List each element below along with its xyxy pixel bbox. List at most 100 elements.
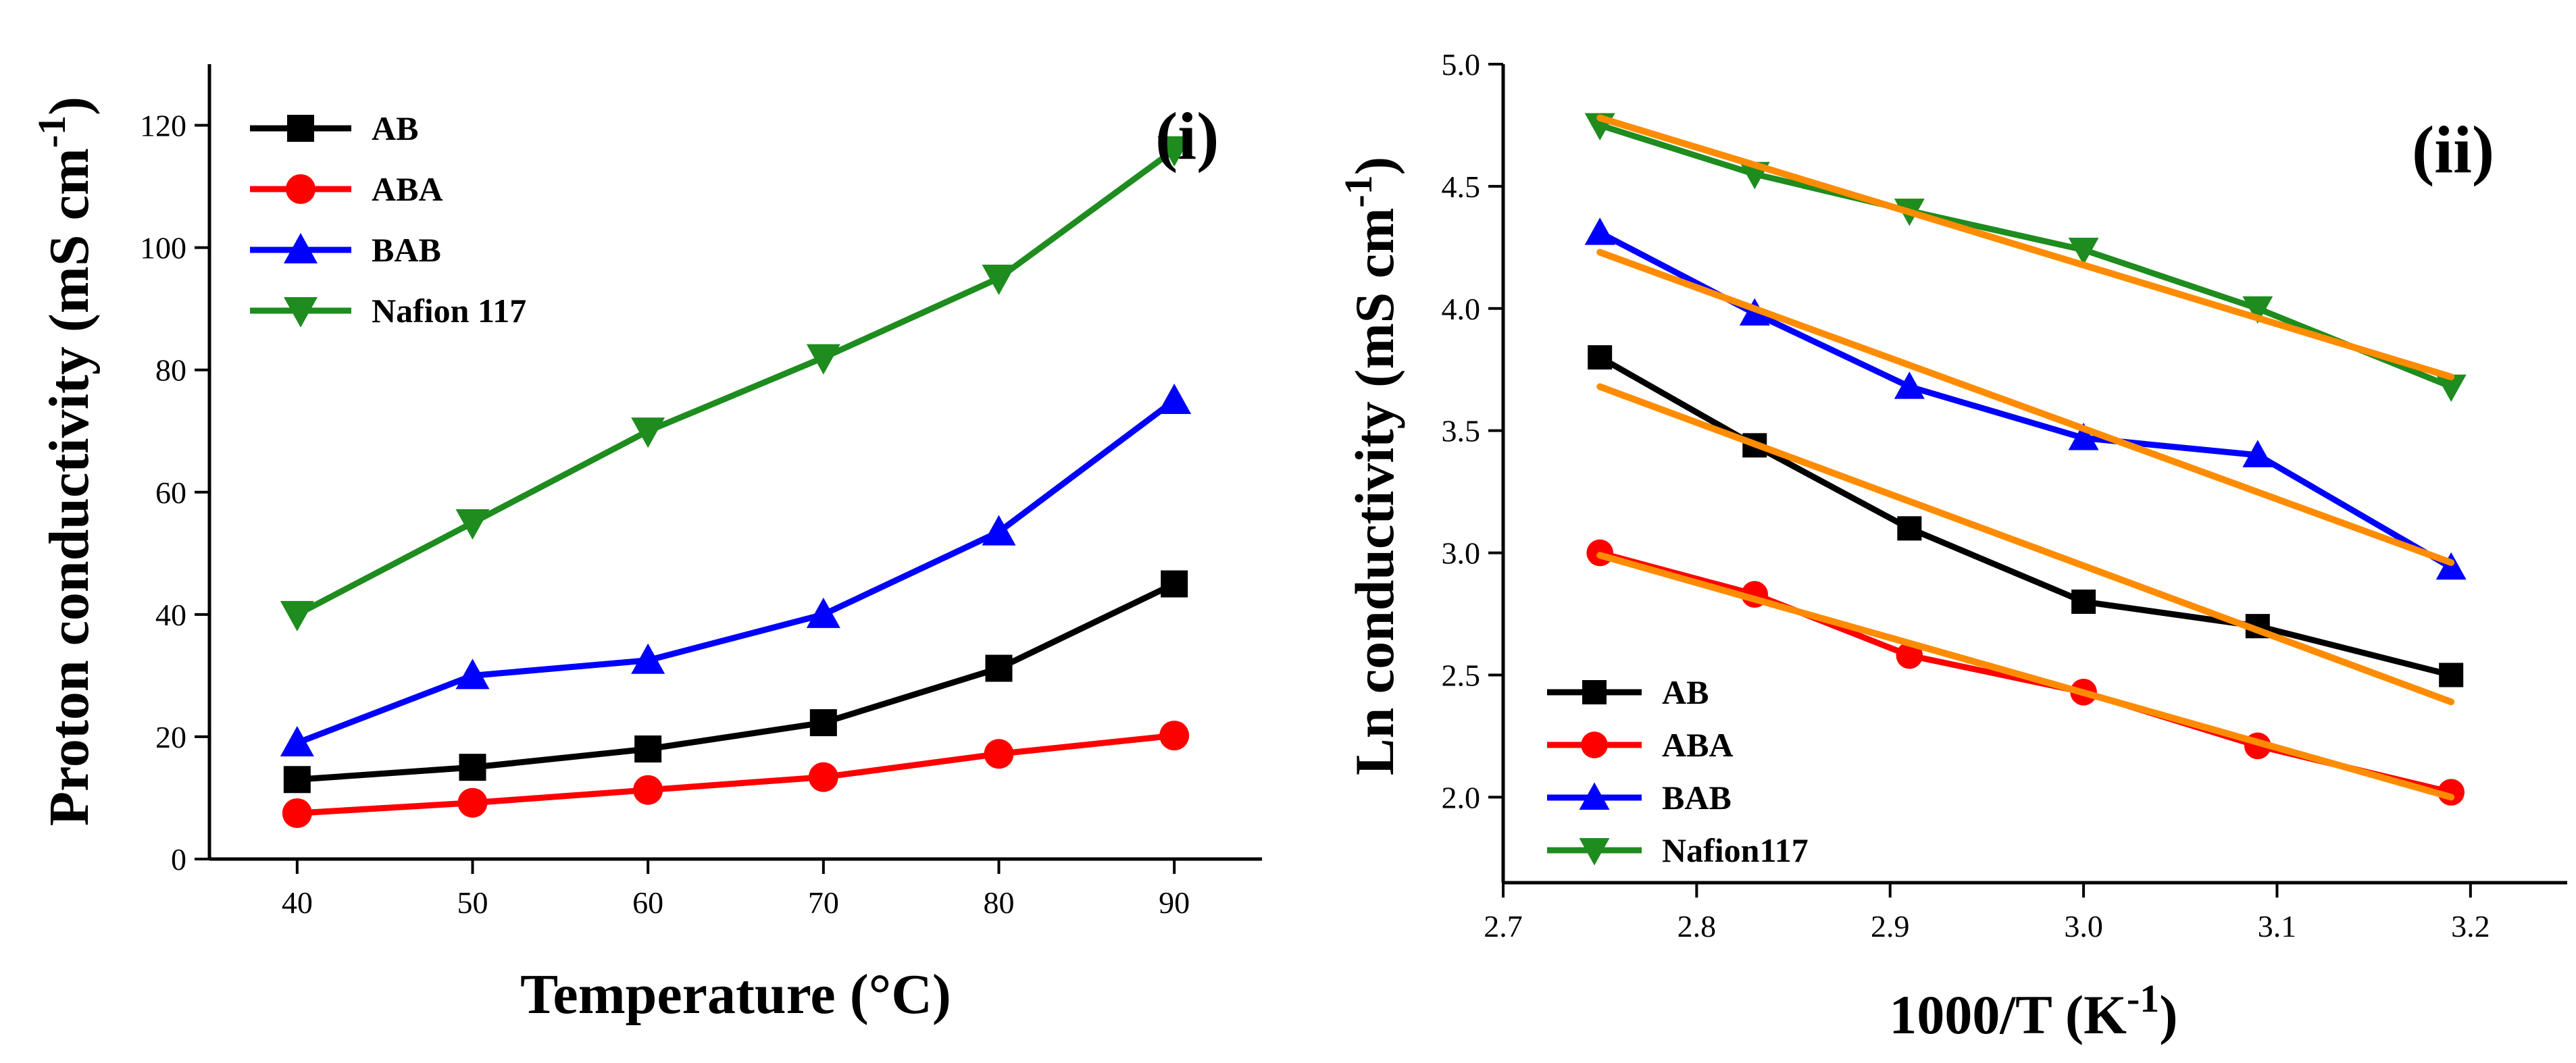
x-tick-label: 2.8 <box>1677 909 1717 943</box>
data-point <box>2438 779 2465 806</box>
fit-line-ab <box>1596 383 2455 706</box>
data-point <box>1157 383 1192 414</box>
legend-marker <box>1579 838 1610 866</box>
data-point <box>982 264 1016 295</box>
series-group <box>280 136 1192 829</box>
data-point <box>282 798 312 829</box>
y-axis-label: Proton conductivity (mS cm-1) <box>30 97 101 826</box>
x-tick-label: 70 <box>808 885 839 920</box>
series-line-ab <box>297 581 1176 783</box>
data-point <box>1157 136 1192 167</box>
data-point <box>459 754 486 781</box>
x-tick-label: 2.7 <box>1484 909 1523 943</box>
x-tick-label: 2.9 <box>1871 909 1910 943</box>
legend-marker <box>1581 731 1608 758</box>
legend-label-aba: ABA <box>1662 726 1734 764</box>
data-point <box>2068 423 2099 450</box>
data-point <box>455 658 490 690</box>
data-point <box>457 787 488 818</box>
fit-lines <box>1596 114 2455 801</box>
data-point <box>455 509 490 540</box>
y-tick-label: 4.0 <box>1442 292 1481 326</box>
legend-marker <box>1582 680 1607 704</box>
legend-label-ab: AB <box>1662 673 1709 711</box>
series-line-aba <box>297 732 1175 816</box>
data-point <box>280 600 314 631</box>
x-tick-label: 3.1 <box>2258 909 2297 943</box>
legend-label-nafion-117: Nafion 117 <box>372 292 526 330</box>
x-tick-label: 90 <box>1159 885 1190 920</box>
data-point <box>634 735 662 763</box>
data-point <box>985 654 1013 682</box>
data-point <box>984 739 1014 769</box>
x-axis-label-close: ) <box>2159 984 2177 1045</box>
y-ticks: 0 20 40 60 80 100 120 <box>140 109 209 877</box>
data-point <box>2439 663 2464 688</box>
y-axis-label-sup: -1 <box>30 115 74 148</box>
data-point <box>2071 589 2096 614</box>
x-tick-label: 60 <box>632 885 663 920</box>
series-line-nafion-117 <box>295 147 1176 617</box>
data-point <box>2435 374 2467 403</box>
data-point <box>1588 345 1613 370</box>
data-point <box>280 725 314 756</box>
y-tick-label: 2.0 <box>1442 780 1481 814</box>
y-tick-label: 60 <box>155 475 186 510</box>
y-tick-label: 80 <box>155 353 186 388</box>
y-axis-label-close: ) <box>38 97 101 115</box>
data-point <box>982 515 1016 546</box>
data-point <box>2242 296 2273 324</box>
data-point <box>631 417 665 448</box>
data-point <box>2068 237 2099 265</box>
y-tick-label: 120 <box>140 109 186 143</box>
y-ticks: 2.0 2.5 3.0 3.5 4.0 4.5 5.0 <box>1442 47 1503 814</box>
y-axis-label-main: Proton conductivity (mS cm <box>38 148 101 826</box>
legend-label-aba: ABA <box>372 170 443 208</box>
chart-panel-i: 40 50 60 70 80 90 0 20 40 60 80 100 120 (i) Tempera… <box>30 64 1262 1026</box>
panel-label: (i) <box>1155 99 1219 174</box>
data-point <box>1897 516 1922 541</box>
y-tick-label: 3.0 <box>1442 536 1481 571</box>
data-point <box>1584 217 1615 245</box>
y-tick-label: 20 <box>155 720 186 754</box>
data-point <box>631 643 665 674</box>
y-tick-label: 0 <box>171 842 186 877</box>
fit-line-aba <box>1596 552 2455 801</box>
legend-label-ab: AB <box>372 109 418 147</box>
data-point <box>808 762 838 792</box>
data-point <box>283 766 311 794</box>
data-point <box>806 597 840 628</box>
x-tick-label: 80 <box>984 885 1015 920</box>
legend-marker <box>284 297 318 328</box>
legend-marker <box>286 174 315 204</box>
fit-line-nafion117 <box>1596 114 2455 381</box>
y-tick-label: 5.0 <box>1442 47 1481 82</box>
x-axis-label: 1000/T (K-1) <box>1889 977 2177 1045</box>
y-tick-label: 3.5 <box>1442 414 1481 448</box>
y-tick-label: 100 <box>140 231 186 265</box>
y-tick-label: 2.5 <box>1442 658 1481 692</box>
x-axis-label-main: 1000/T (K <box>1889 984 2127 1045</box>
x-axis-label: Temperature (°C) <box>520 963 951 1026</box>
legend-marker <box>287 115 314 142</box>
x-tick-label: 3.0 <box>2064 909 2103 943</box>
legend-label-bab: BAB <box>1662 779 1732 816</box>
y-axis-label-close: ) <box>1344 157 1405 175</box>
data-point <box>1159 721 1190 751</box>
legend-label-nafion117: Nafion117 <box>1662 831 1809 869</box>
legend-label-bab: BAB <box>372 231 441 269</box>
data-point <box>1896 642 1923 669</box>
series-line-nafion117 <box>1598 122 2452 390</box>
data-point <box>2242 440 2273 467</box>
x-axis-label-sup: -1 <box>2127 977 2159 1020</box>
x-ticks: 2.7 2.8 2.9 3.0 3.1 3.2 <box>1484 883 2490 943</box>
series-group <box>1584 113 2467 806</box>
y-tick-label: 40 <box>155 598 186 632</box>
panel-label: (ii) <box>2412 112 2494 187</box>
fit-line-bab <box>1596 249 2455 567</box>
data-point <box>633 775 663 805</box>
data-point <box>806 344 840 375</box>
